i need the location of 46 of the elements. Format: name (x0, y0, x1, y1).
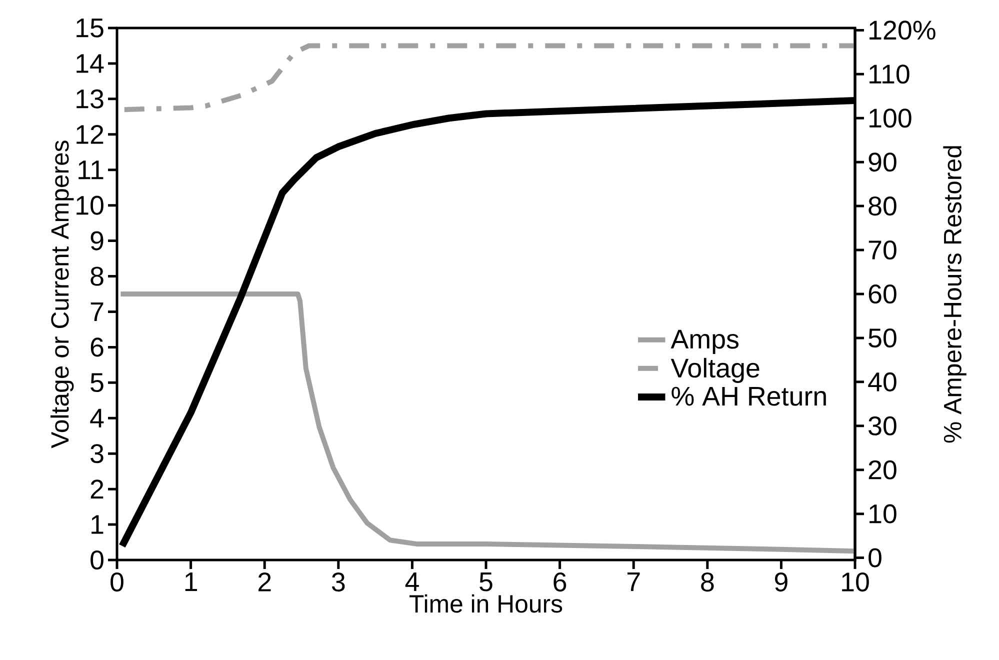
x-tick-label: 6 (554, 572, 566, 592)
y2-tick-label: 20 (868, 460, 896, 480)
y2-tick-label: 50 (868, 328, 896, 348)
y2-axis-title: % Ampere-Hours Restored (943, 146, 966, 443)
y2-tick-label: 40 (868, 372, 896, 392)
y2-tick-label: 90 (868, 152, 896, 172)
y2-tick-label: 30 (868, 416, 896, 436)
y2-tick-label: 60 (868, 284, 896, 304)
x-tick-label: 1 (185, 572, 197, 592)
y-tick-label: 4 (90, 408, 104, 428)
y2-tick-label: 100 (870, 108, 912, 128)
y-tick-label: 12 (76, 125, 104, 144)
y-tick-label: 10 (76, 196, 104, 215)
x-tick-label: 3 (332, 572, 345, 592)
y-tick-label: 2 (90, 480, 104, 498)
x-tick-label: 9 (774, 572, 788, 592)
x-tick-label: 2 (258, 572, 271, 592)
y-tick-label: 7 (90, 302, 104, 321)
y2-tick-label: 0 (868, 548, 882, 568)
x-axis-title: Time in Hours (410, 594, 562, 613)
x-tick-label: 7 (628, 572, 640, 592)
y-tick-label: 13 (76, 89, 104, 108)
y2-tick-label: 10 (870, 504, 896, 524)
x-tick-label: 5 (480, 572, 492, 592)
y-tick-label: 0 (90, 550, 104, 570)
y-tick-label: 11 (78, 160, 104, 180)
y-tick-label: 3 (90, 444, 104, 464)
y-tick-label: 9 (90, 231, 104, 250)
y-tick-label: 15 (76, 18, 104, 38)
y-tick-label: 6 (90, 338, 104, 357)
legend-label: Amps (670, 330, 739, 354)
y-axis-title: Voltage or Current Amperes (50, 140, 74, 448)
x-tick-label: 8 (701, 572, 714, 592)
y2-tick-label: 70 (868, 240, 896, 260)
x-tick-label: 4 (405, 572, 419, 592)
x-tick-label: 0 (110, 572, 124, 592)
legend-label: Voltage (670, 358, 760, 383)
y2-tick-label: 80 (868, 196, 896, 216)
y-tick-label: 1 (92, 515, 104, 534)
y2-tick-label: 110 (870, 64, 910, 84)
y-tick-label: 14 (76, 54, 104, 73)
y-tick-label: 8 (90, 266, 104, 286)
y2-tick-label: 120% (870, 20, 936, 40)
legend-label: % AH Return (672, 386, 826, 406)
x-tick-label: 10 (842, 572, 869, 592)
y-tick-label: 5 (90, 373, 104, 392)
